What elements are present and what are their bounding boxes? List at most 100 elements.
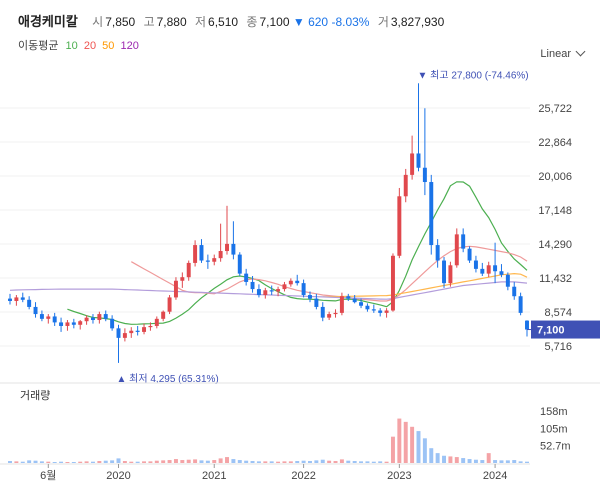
candle-body: [499, 271, 504, 275]
volume-bar: [256, 461, 261, 463]
candlesticks: [8, 83, 529, 363]
volume-bar: [199, 460, 204, 463]
candle-body: [110, 318, 115, 329]
volume-bar: [467, 459, 472, 463]
candle-body: [493, 265, 498, 272]
candle-body: [103, 314, 108, 319]
candle-body: [173, 280, 178, 298]
candle-body: [435, 245, 440, 261]
candle-body: [403, 174, 408, 197]
volume-bar: [365, 461, 370, 463]
ma-50-label[interactable]: 50: [102, 40, 115, 52]
candle-body: [505, 274, 510, 287]
volume-bar: [78, 461, 83, 463]
volume-bar: [410, 426, 415, 463]
low-label: 저: [195, 15, 207, 29]
volume-bar: [295, 461, 300, 463]
ma-10-label[interactable]: 10: [65, 40, 78, 52]
volume-bar: [250, 461, 255, 463]
scale-selector[interactable]: Linear: [540, 46, 586, 60]
candle-body: [161, 311, 166, 319]
volume-bar: [173, 459, 178, 463]
volume-bar: [148, 461, 153, 463]
candle-body: [352, 298, 357, 303]
candle-body: [142, 327, 147, 332]
close-label: 종: [246, 15, 258, 29]
volume-bar: [116, 458, 121, 463]
stock-name: 애경케미칼: [18, 14, 78, 29]
volume-bar: [429, 448, 434, 463]
volume-bar: [180, 460, 185, 463]
volume-bars: [8, 418, 529, 463]
volume-bar: [212, 460, 217, 463]
candle-body: [422, 167, 427, 183]
volume-bar: [301, 460, 306, 463]
volume-bar: [308, 461, 312, 463]
open-value: 7,850: [105, 15, 136, 29]
volume-bar: [282, 461, 287, 463]
candle-body: [129, 330, 134, 334]
candle-body: [46, 316, 51, 319]
volume-label: 거: [377, 15, 389, 29]
ma50-line: [322, 272, 528, 298]
volume-bar: [486, 453, 491, 463]
volume-bar: [461, 458, 466, 463]
candle-body: [473, 260, 478, 269]
candle-body: [486, 265, 491, 274]
candle-body: [52, 316, 57, 323]
volume-tick-label: 52.7m: [540, 441, 571, 453]
candle-body: [320, 306, 325, 318]
candle-body: [333, 312, 338, 315]
candle-body: [327, 314, 332, 318]
volume-bar: [518, 461, 523, 463]
ma-120-label[interactable]: 120: [120, 40, 139, 52]
volume-bar: [327, 460, 332, 463]
last-price-tag: [531, 320, 600, 339]
price-tick-label: 17,148: [538, 205, 572, 217]
time-tick-label: 2024: [483, 470, 507, 482]
volume-bar: [276, 461, 281, 463]
candle-body: [231, 243, 236, 255]
grid-lines: [0, 107, 530, 347]
candle-body: [39, 314, 44, 319]
volume-bar: [65, 462, 70, 463]
volume-axis: 158m 105m 52.7m: [540, 406, 571, 453]
volume-bar: [193, 459, 198, 463]
candle-body: [205, 260, 210, 262]
time-tick-label: 2021: [202, 470, 226, 482]
volume-bar: [39, 461, 44, 463]
price-tick-label: 25,722: [538, 103, 572, 115]
candle-body: [97, 314, 102, 321]
candle-body: [295, 280, 300, 284]
volume-bar: [384, 461, 389, 463]
volume-bar: [186, 459, 191, 463]
close-value: 7,100: [259, 15, 290, 29]
candle-body: [135, 330, 140, 332]
time-axis: 6월 2020 2021 2022 2023 2024: [0, 463, 530, 482]
candle-body: [378, 310, 383, 313]
candle-body: [212, 258, 217, 262]
volume-bar: [448, 456, 453, 463]
ma120-line: [9, 281, 528, 300]
ma-20-label[interactable]: 20: [83, 40, 97, 52]
candle-body: [454, 234, 459, 266]
price-tick-label: 11,432: [539, 273, 572, 285]
volume-bar: [339, 459, 344, 463]
time-tick-label: 2023: [387, 470, 411, 482]
candle-body: [461, 234, 466, 249]
candle-body: [442, 260, 447, 284]
volume-bar: [71, 462, 76, 463]
candle-body: [116, 328, 121, 338]
candle-body: [410, 153, 415, 175]
candle-body: [65, 322, 70, 326]
low-marker-label: ▲ 최저 4,295 (65.31%): [117, 373, 219, 385]
volume-bar: [231, 459, 236, 463]
volume-bar: [20, 461, 25, 463]
candle-body: [225, 243, 229, 252]
volume-bar: [33, 460, 38, 463]
candle-body: [180, 277, 185, 281]
change-arrow-icon: ▼: [292, 15, 305, 29]
volume-bar: [346, 460, 351, 463]
volume-bar: [59, 461, 64, 463]
